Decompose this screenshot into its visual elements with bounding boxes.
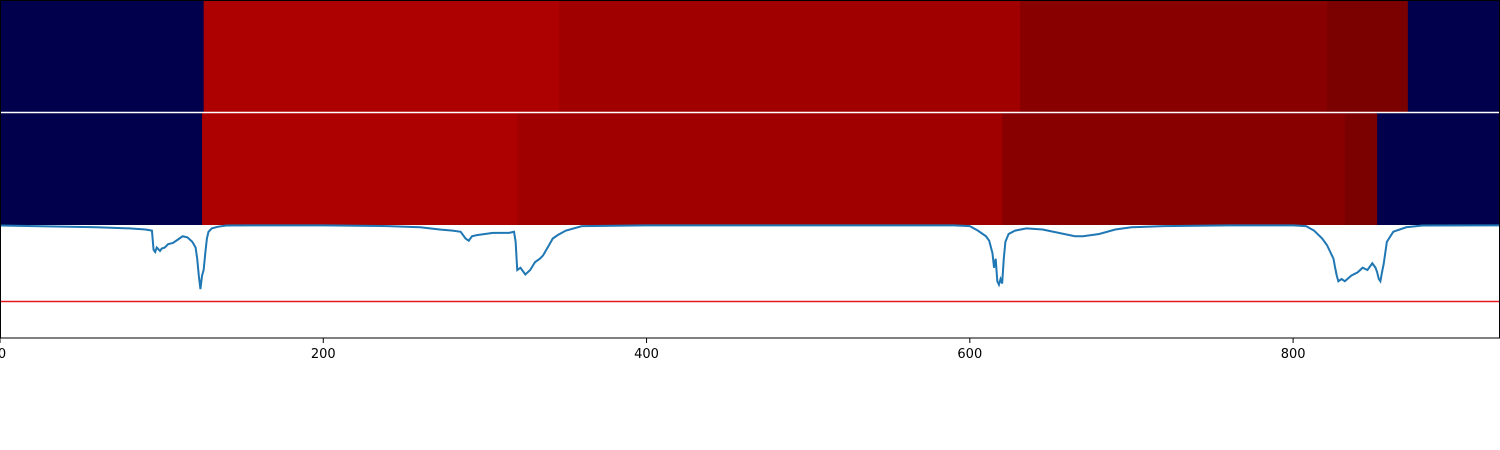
heatmap-cell: [517, 112, 1003, 225]
heatmap-cell: [202, 112, 518, 225]
line-panel: [0, 224, 1500, 303]
heatmap-cell: [1407, 0, 1500, 113]
heatmap-cell: [0, 112, 203, 225]
heatmap-top: [0, 0, 1500, 113]
heatmap-cell: [1344, 112, 1378, 225]
x-axis: 0 200 400 600 800: [0, 338, 1306, 362]
heatmap-cell: [1327, 0, 1409, 113]
heatmap-cell: [203, 0, 560, 113]
heatmap-cell: [1377, 112, 1500, 225]
x-tick-label: 400: [634, 347, 659, 362]
x-tick-label: 200: [311, 347, 336, 362]
heatmap-cell: [0, 0, 205, 113]
x-tick-label: 0: [0, 347, 6, 362]
heatmap-cell: [559, 0, 1021, 113]
heatmap-bottom: [0, 112, 1500, 225]
x-tick-label: 800: [1281, 347, 1306, 362]
x-tick-label: 600: [957, 347, 982, 362]
signal-line: [0, 224, 1500, 290]
heatmap-cell: [1019, 0, 1328, 113]
heatmap-cell: [1002, 112, 1346, 225]
